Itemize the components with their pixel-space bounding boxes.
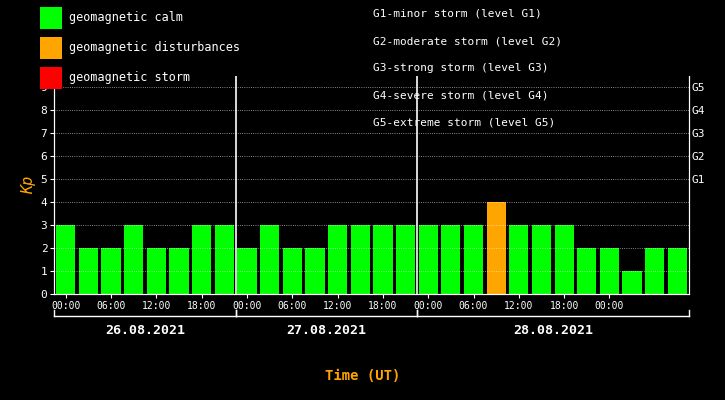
Text: geomagnetic calm: geomagnetic calm bbox=[69, 12, 183, 24]
Bar bbox=[645, 248, 664, 294]
Bar bbox=[555, 225, 573, 294]
Bar bbox=[124, 225, 144, 294]
Bar bbox=[215, 225, 234, 294]
Bar bbox=[600, 248, 619, 294]
Text: geomagnetic disturbances: geomagnetic disturbances bbox=[69, 42, 240, 54]
Bar bbox=[623, 271, 642, 294]
Text: G1-minor storm (level G1): G1-minor storm (level G1) bbox=[373, 9, 542, 19]
Bar bbox=[442, 225, 460, 294]
Bar bbox=[283, 248, 302, 294]
Bar bbox=[577, 248, 597, 294]
Bar bbox=[79, 248, 98, 294]
Bar bbox=[192, 225, 211, 294]
Text: geomagnetic storm: geomagnetic storm bbox=[69, 72, 190, 84]
Bar bbox=[260, 225, 279, 294]
Bar bbox=[170, 248, 188, 294]
Bar bbox=[351, 225, 370, 294]
Bar bbox=[328, 225, 347, 294]
Bar bbox=[305, 248, 325, 294]
Bar bbox=[396, 225, 415, 294]
Bar bbox=[532, 225, 551, 294]
Text: 27.08.2021: 27.08.2021 bbox=[286, 324, 366, 336]
Text: 26.08.2021: 26.08.2021 bbox=[105, 324, 185, 336]
Bar bbox=[373, 225, 392, 294]
Bar bbox=[146, 248, 166, 294]
Text: Time (UT): Time (UT) bbox=[325, 369, 400, 383]
Bar bbox=[418, 225, 438, 294]
Text: G5-extreme storm (level G5): G5-extreme storm (level G5) bbox=[373, 118, 555, 128]
Y-axis label: Kp: Kp bbox=[22, 176, 36, 194]
Text: 28.08.2021: 28.08.2021 bbox=[513, 324, 593, 336]
Text: G4-severe storm (level G4): G4-severe storm (level G4) bbox=[373, 91, 549, 101]
Text: G2-moderate storm (level G2): G2-moderate storm (level G2) bbox=[373, 36, 563, 46]
Text: G3-strong storm (level G3): G3-strong storm (level G3) bbox=[373, 64, 549, 74]
Bar bbox=[486, 202, 506, 294]
Bar bbox=[237, 248, 257, 294]
Bar bbox=[464, 225, 483, 294]
Bar bbox=[509, 225, 529, 294]
Bar bbox=[56, 225, 75, 294]
Bar bbox=[668, 248, 687, 294]
Bar bbox=[102, 248, 120, 294]
